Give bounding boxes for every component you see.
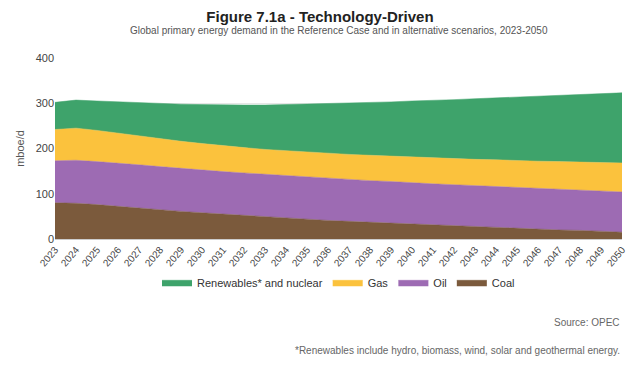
svg-text:2042: 2042 [437,244,460,268]
svg-text:2039: 2039 [374,244,397,268]
svg-text:2026: 2026 [101,244,124,268]
svg-text:2045: 2045 [500,244,523,268]
svg-text:400: 400 [36,52,54,64]
svg-text:*Renewables include hydro, bio: *Renewables include hydro, biomass, wind… [295,345,620,356]
svg-text:Gas: Gas [368,277,389,289]
svg-text:mboe/d: mboe/d [14,130,26,167]
svg-text:Coal: Coal [492,277,515,289]
svg-text:2028: 2028 [143,244,166,268]
svg-text:2035: 2035 [290,244,313,268]
svg-text:0: 0 [48,233,54,245]
svg-text:2027: 2027 [122,244,145,268]
svg-text:Renewables* and nuclear: Renewables* and nuclear [197,277,323,289]
svg-text:2031: 2031 [206,244,229,268]
svg-text:Oil: Oil [433,277,446,289]
svg-text:200: 200 [36,142,54,154]
svg-text:2032: 2032 [227,244,250,268]
svg-text:2034: 2034 [269,244,292,268]
svg-text:2043: 2043 [458,244,481,268]
svg-text:2048: 2048 [563,244,586,268]
svg-text:2049: 2049 [584,244,607,268]
svg-text:2025: 2025 [80,244,103,268]
svg-text:2036: 2036 [311,244,334,268]
svg-text:Figure 7.1a - Technology-Drive: Figure 7.1a - Technology-Driven [206,8,433,25]
svg-text:2030: 2030 [185,244,208,268]
svg-text:Source: OPEC: Source: OPEC [554,317,620,328]
svg-text:2029: 2029 [164,244,187,268]
svg-text:2033: 2033 [248,244,271,268]
svg-text:2041: 2041 [416,244,439,268]
svg-text:2038: 2038 [353,244,376,268]
svg-text:2024: 2024 [59,244,82,268]
svg-text:2040: 2040 [395,244,418,268]
svg-text:2037: 2037 [332,244,355,268]
svg-text:Global primary energy demand i: Global primary energy demand in the Refe… [130,25,548,36]
svg-text:100: 100 [36,188,54,200]
svg-text:300: 300 [36,97,54,109]
svg-text:2023: 2023 [38,244,61,268]
svg-text:2046: 2046 [521,244,544,268]
svg-text:2044: 2044 [479,244,502,268]
svg-text:2047: 2047 [542,244,565,268]
svg-text:2050: 2050 [605,244,628,268]
